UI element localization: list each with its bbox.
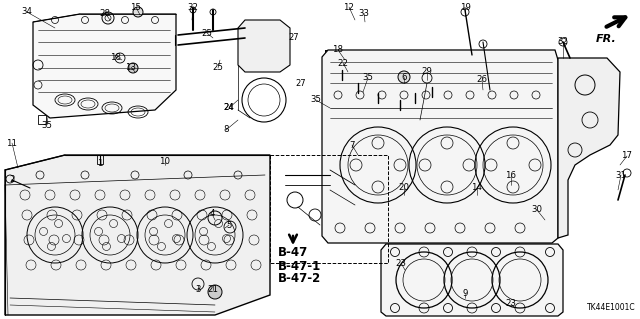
Text: 20: 20 (399, 183, 410, 192)
Text: 3: 3 (195, 286, 201, 294)
Text: 12: 12 (344, 3, 355, 11)
Bar (325, 50, 487, 165)
Bar (270, 155, 388, 263)
Polygon shape (381, 244, 563, 316)
Text: 17: 17 (621, 152, 632, 160)
Text: 34: 34 (22, 8, 33, 17)
Polygon shape (322, 50, 558, 243)
Polygon shape (558, 58, 620, 238)
Bar (97, 155, 103, 164)
Text: 13: 13 (125, 63, 136, 71)
Text: 4: 4 (209, 210, 215, 219)
Text: 29: 29 (422, 68, 433, 77)
Text: 9: 9 (462, 290, 468, 299)
Text: FR.: FR. (596, 34, 617, 44)
Text: 26: 26 (477, 76, 488, 85)
Text: 22: 22 (337, 58, 349, 68)
Text: 11: 11 (6, 138, 17, 147)
Text: 21: 21 (207, 286, 218, 294)
Text: 23: 23 (396, 258, 406, 268)
Text: 1: 1 (97, 160, 103, 168)
Text: B-47: B-47 (278, 247, 308, 259)
Polygon shape (238, 20, 290, 72)
Text: 28: 28 (99, 9, 111, 18)
Text: 24: 24 (223, 103, 234, 113)
Text: 24: 24 (224, 103, 234, 113)
Text: B-47-1: B-47-1 (278, 259, 321, 272)
Text: 18: 18 (111, 53, 122, 62)
Text: 35: 35 (362, 73, 374, 83)
Text: 35: 35 (310, 95, 321, 105)
Text: 8: 8 (223, 125, 228, 135)
Circle shape (128, 63, 138, 73)
Circle shape (133, 7, 143, 17)
Text: TK44E1001C: TK44E1001C (588, 303, 636, 312)
Circle shape (398, 71, 410, 83)
Circle shape (208, 285, 222, 299)
Text: 32: 32 (188, 4, 198, 12)
Text: 35: 35 (42, 121, 52, 130)
Bar (328, 130, 336, 140)
Text: 19: 19 (460, 4, 470, 12)
Text: 2: 2 (9, 175, 15, 184)
Text: 25: 25 (212, 63, 223, 72)
Bar (38, 115, 46, 124)
Text: 16: 16 (506, 170, 516, 180)
Text: 5: 5 (227, 220, 232, 229)
Text: 32: 32 (557, 38, 568, 47)
Text: 6: 6 (401, 72, 407, 81)
Text: 18: 18 (333, 46, 344, 55)
Polygon shape (5, 155, 270, 315)
Text: 27: 27 (296, 78, 307, 87)
Text: 31: 31 (616, 170, 627, 180)
Text: 30: 30 (531, 205, 543, 214)
Polygon shape (33, 14, 176, 118)
Text: 7: 7 (349, 140, 355, 150)
Text: 14: 14 (472, 183, 483, 192)
Text: 25: 25 (202, 28, 212, 38)
Text: 15: 15 (131, 3, 141, 11)
Text: 33: 33 (358, 9, 369, 18)
Text: 23: 23 (506, 300, 516, 308)
Text: 10: 10 (159, 158, 170, 167)
Text: 27: 27 (289, 33, 300, 42)
Text: B-47-2: B-47-2 (278, 272, 321, 286)
